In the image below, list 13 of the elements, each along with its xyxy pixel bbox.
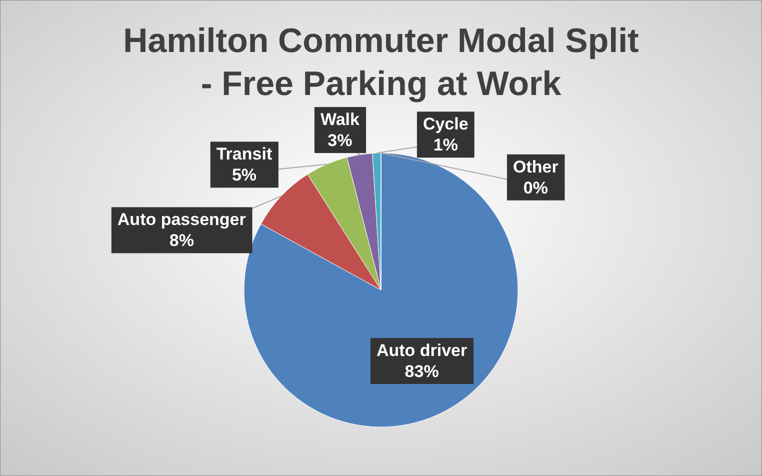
data-label: 3%: [328, 131, 352, 150]
slice-label: Auto passenger: [117, 210, 246, 230]
data-label: 8%: [169, 231, 194, 250]
data-label: 83%: [404, 362, 439, 381]
chart-title: Hamilton Commuter Modal Split - Free Parking at Work: [123, 22, 639, 103]
slice-label: Transit: [216, 144, 272, 164]
slice-label: Walk: [320, 110, 360, 130]
slice-label: Auto driver: [376, 340, 468, 360]
slice-label: Cycle: [422, 114, 468, 134]
category-label: Other: [512, 157, 558, 176]
text: 0%: [523, 178, 548, 198]
data-label: 5%: [232, 166, 257, 185]
data-label: 1%: [433, 136, 458, 155]
